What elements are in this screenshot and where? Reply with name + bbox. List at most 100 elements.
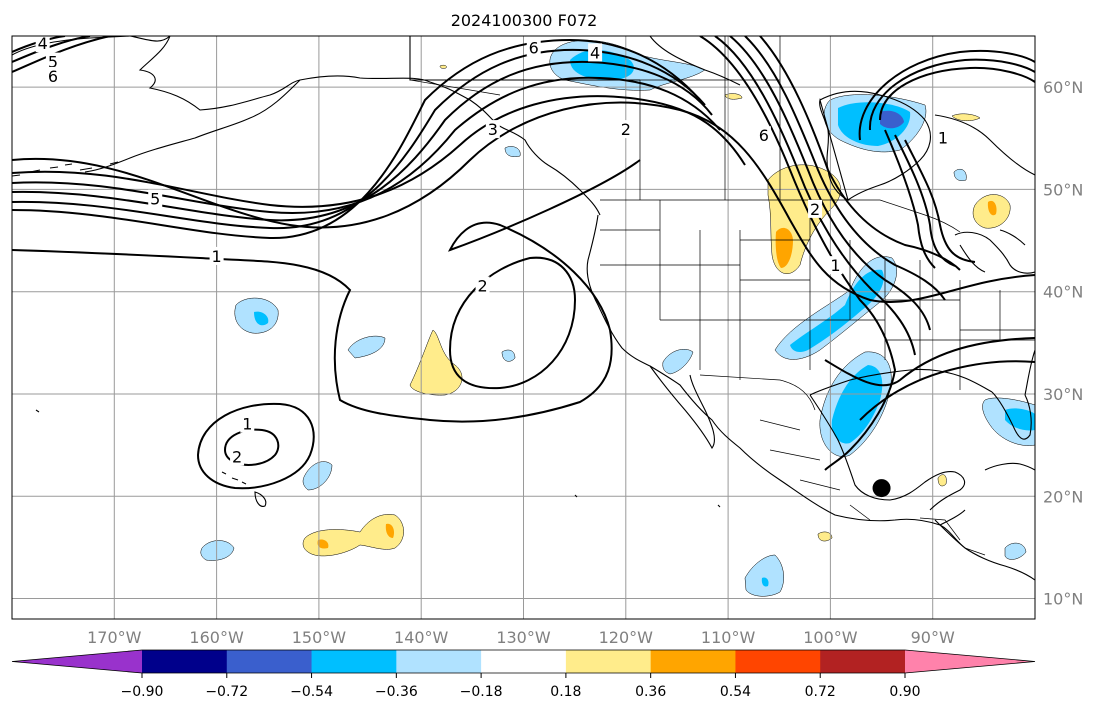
lon-tick-label: 160°W — [189, 628, 244, 647]
contour-label-bg — [808, 199, 823, 218]
shade-labrador-yellow — [951, 113, 981, 121]
contour-trough-east-1 — [699, 36, 897, 471]
contour-2-band — [12, 95, 746, 208]
colorbar-segment — [396, 650, 482, 673]
contour-hudson-4 — [904, 139, 976, 263]
colorbar-tick-label: −0.90 — [121, 684, 164, 700]
contour-label-bg — [935, 128, 950, 147]
contour-label-bg — [45, 66, 60, 85]
contour-5-band — [12, 48, 706, 230]
contour-label-bg — [209, 246, 224, 265]
contour-label: 2 — [621, 120, 631, 139]
lat-tick-label: 10°N — [1043, 590, 1083, 609]
shade-nw-canada-mid — [570, 49, 634, 80]
shade-pacific-g-light — [200, 540, 235, 561]
colorbar-tick-label: −0.72 — [205, 684, 248, 700]
contour-1-hawaii — [196, 402, 315, 490]
central-america-borders — [919, 517, 986, 556]
colorbar-tick-label: −0.54 — [290, 684, 333, 700]
contour-label: 5 — [48, 53, 58, 72]
us-west-coast — [586, 214, 1035, 581]
latitude-ticks: 10°N 20°N 30°N 40°N 50°N 60°N — [1043, 78, 1083, 608]
lon-tick-label: 120°W — [599, 628, 654, 647]
contour-label: 1 — [242, 415, 252, 434]
contour-label-bg — [588, 43, 603, 62]
contour-label-bg — [756, 126, 771, 145]
contour-ridge-east-2 — [859, 360, 1035, 421]
contour-trough-east-4 — [744, 36, 946, 301]
colorbar-segment — [820, 650, 906, 673]
contour-ridge-east-1 — [824, 337, 1035, 387]
colorbar-tick-label: −0.18 — [460, 684, 503, 700]
location-marker — [872, 479, 891, 498]
lat-tick-label: 60°N — [1043, 78, 1083, 97]
longitude-ticks: 170°W 160°W 150°W 140°W 130°W 120°W 110°W 100°W… — [87, 628, 955, 647]
mexico-borders — [699, 374, 871, 521]
colorbar-segment — [311, 650, 397, 673]
lat-tick-label: 20°N — [1043, 487, 1083, 506]
contour-trough-east-5 — [759, 36, 961, 271]
contour-label-bg — [148, 189, 163, 208]
colorbar-tick-label: 0.72 — [805, 684, 836, 700]
contour-label: 6 — [759, 126, 769, 145]
map-grid — [12, 36, 1035, 619]
contour-label: 6 — [48, 67, 58, 86]
colorbar-extend-high — [905, 650, 1035, 673]
contour-label: 1 — [212, 247, 222, 266]
lat-tick-label: 30°N — [1043, 385, 1083, 404]
colorbar-segment — [735, 650, 821, 673]
contour-label-bg — [485, 120, 500, 139]
lon-tick-label: 170°W — [87, 628, 142, 647]
shade-plains-orange — [775, 227, 793, 268]
colorbar-tick-label: 0.18 — [550, 684, 581, 700]
colorbar-tick-label: 0.36 — [635, 684, 666, 700]
colorbar-tick-label: 0.90 — [889, 684, 920, 700]
lat-tick-label: 40°N — [1043, 283, 1083, 302]
contour-label: 3 — [488, 120, 498, 139]
contour-label: 4 — [590, 43, 600, 62]
contour-1-loop — [12, 159, 641, 423]
contour-label: 5 — [150, 190, 160, 209]
alaska-border — [409, 36, 501, 96]
contour-label-bg — [35, 36, 50, 53]
political-borders — [409, 36, 1035, 556]
shade-canada-small-light — [953, 169, 967, 181]
shade-greatlakes-orange — [987, 200, 997, 216]
labrador-coast — [934, 114, 1035, 176]
shade-central-mid — [790, 269, 884, 353]
contour-label-bg — [230, 447, 245, 466]
colorbar-segment — [650, 650, 736, 673]
shade-pacific-c-yellow — [409, 329, 463, 396]
shade-epac-light — [744, 554, 784, 597]
lon-tick-label: 130°W — [496, 628, 551, 647]
contour-label: 2 — [810, 200, 820, 219]
contour-label-bg — [45, 52, 60, 71]
shade-hudson-dark — [880, 110, 904, 129]
shade-gulf-mid — [831, 365, 883, 444]
misc-islands — [35, 409, 721, 508]
colorbar-tick-label: −0.36 — [375, 684, 418, 700]
map-frame — [11, 35, 1036, 620]
central-america-coast — [934, 509, 966, 549]
contour-hudson-1 — [879, 66, 1035, 121]
contour-trough-east-3 — [729, 36, 931, 331]
contour-6-band — [12, 38, 701, 240]
lon-tick-label: 100°W — [803, 628, 858, 647]
contour-3-band — [12, 76, 721, 214]
anomaly-shading — [200, 40, 1035, 597]
shade-baja-light — [662, 349, 694, 375]
contour-label: 1 — [830, 256, 840, 275]
contour-label-bg — [618, 120, 633, 139]
shade-pacific-d-light — [501, 349, 516, 362]
colorbar-segment — [481, 650, 567, 673]
baja-coast — [649, 365, 715, 450]
lon-tick-label: 90°W — [911, 628, 955, 647]
contour-1-main — [12, 101, 1035, 304]
contour-label: 6 — [529, 38, 539, 57]
contour-label-bg — [475, 276, 490, 295]
shade-nicaragua-light — [1004, 542, 1027, 560]
lon-tick-label: 140°W — [394, 628, 449, 647]
